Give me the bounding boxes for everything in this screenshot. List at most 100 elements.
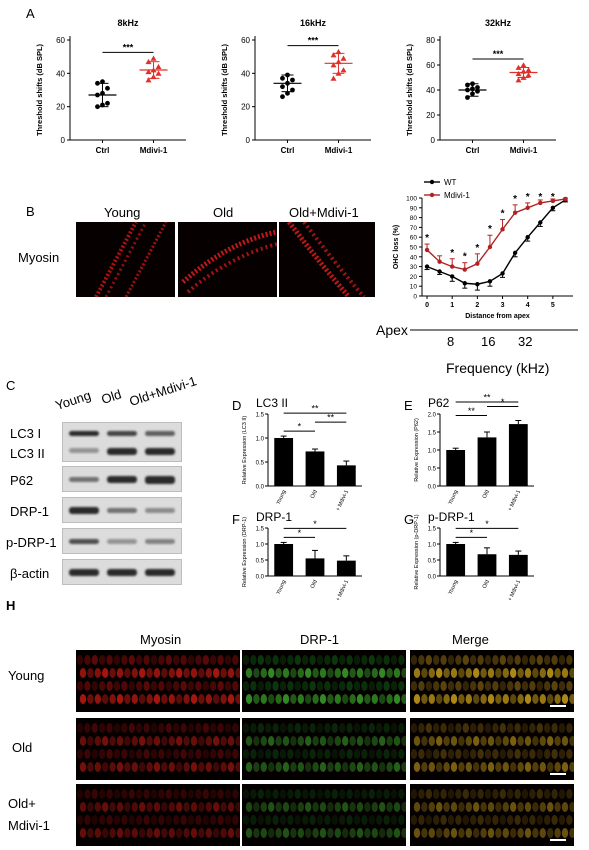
sig-label: * <box>538 192 542 203</box>
bar <box>508 554 528 576</box>
panel-letter-d: D <box>232 398 242 413</box>
sig-label: * <box>551 192 555 203</box>
bar <box>477 554 497 576</box>
legend-marker <box>429 192 435 198</box>
y-tick-label: 0.0 <box>256 485 265 491</box>
y-tick-label: 0 <box>413 294 417 301</box>
c-col-young: Young <box>53 387 93 413</box>
data-point <box>330 75 337 81</box>
data-point <box>450 264 455 269</box>
y-tick-label: 0 <box>61 136 66 145</box>
panel-letter-f: F <box>232 512 240 527</box>
x-tick-label: Old+ Mdivi-1 <box>332 579 351 600</box>
sig-label: * <box>313 519 317 529</box>
y-tick-label: 50 <box>410 245 418 252</box>
y-tick-label: 1.0 <box>256 543 265 549</box>
y-tick-label: 1.5 <box>428 527 437 533</box>
y-tick-label: 2.0 <box>428 413 437 419</box>
b-col-old: Old <box>213 205 234 220</box>
data-point <box>475 261 480 266</box>
c-row-drp1: DRP-1 <box>10 504 50 519</box>
panel-letter-g: G <box>404 512 415 527</box>
x-tick-label: Young <box>448 579 460 595</box>
y-tick-label: 70 <box>410 225 418 232</box>
legend-label: Mdivi-1 <box>444 191 470 200</box>
data-point <box>512 210 518 215</box>
sig-label: * <box>501 209 505 220</box>
y-tick-label: 60 <box>241 36 250 45</box>
x-tick-label: Ctrl <box>96 146 110 155</box>
x-tick-label: Old+ Mdivi-1 <box>504 489 523 510</box>
x-tick-label: 0 <box>425 302 429 309</box>
x-tick-label: Ctrl <box>466 146 480 155</box>
freq-tick-32: 32 <box>518 334 533 349</box>
data-point <box>424 264 430 269</box>
h-col-myosin: Myosin <box>140 632 182 647</box>
bar <box>336 560 356 576</box>
y-tick-label: 100 <box>406 196 417 203</box>
y-tick-label: 1.0 <box>428 449 437 455</box>
bar <box>336 465 356 486</box>
blot-bactin <box>62 559 182 585</box>
c-row-p62: P62 <box>10 473 34 488</box>
blot-pdrp1 <box>62 528 182 554</box>
x-tick-label: Ctrl <box>281 146 295 155</box>
x-tick-label: Mdivi-1 <box>325 146 353 155</box>
data-point <box>330 62 337 68</box>
c-row-lc3ii: LC3 II <box>10 446 45 461</box>
h-image-tile <box>410 650 574 712</box>
y-axis-label: Threshold shifts (dB SPL) <box>220 43 229 136</box>
panel-letter-h: H <box>6 598 16 613</box>
y-tick-label: 80 <box>410 215 418 222</box>
data-point <box>330 52 337 58</box>
h-col-drp1: DRP-1 <box>300 632 340 647</box>
data-point <box>150 55 157 61</box>
y-tick-label: 1.5 <box>428 431 437 437</box>
data-point <box>155 70 162 76</box>
y-tick-label: 0.5 <box>428 559 437 565</box>
b-image-old-mdivi <box>279 222 375 297</box>
c-row-bactin: β-actin <box>10 566 50 581</box>
blot-p62 <box>62 466 182 492</box>
y-tick-label: 1.5 <box>256 413 265 419</box>
y-tick-label: 40 <box>426 86 435 95</box>
chart-a2: 16kHz 0 20 40 60 Threshold shifts (dB SPL) Ctr… <box>220 18 371 155</box>
data-point <box>335 48 342 55</box>
chart-g: p-DRP-1 0.0 0.5 1.0 1.5 Relative Expression (… <box>414 510 534 600</box>
y-tick-label: 90 <box>410 205 418 212</box>
x-tick-label: 5 <box>551 302 555 309</box>
data-point <box>550 205 556 210</box>
bar <box>305 558 325 576</box>
y-tick-label: 0.5 <box>428 467 437 473</box>
blot-lc3 <box>62 422 182 462</box>
x-tick-label: Old <box>482 579 491 589</box>
sig-label: * <box>513 194 517 205</box>
bar <box>305 451 325 486</box>
chart-e: P62 0.0 0.5 1.0 1.5 2.0 Relative Expression (P… <box>414 394 534 510</box>
x-tick-label: 1 <box>450 302 454 309</box>
y-axis-label: Relative Expression (p-DRP-1) <box>414 514 420 589</box>
h-image-tile <box>76 784 240 846</box>
data-point <box>525 67 532 73</box>
x-tick-label: Young <box>276 489 288 505</box>
data-point <box>280 94 285 100</box>
y-axis-label: Threshold shifts (dB SPL) <box>405 43 414 136</box>
chart-b-line: 0 10 20 30 40 50 60 70 80 90 100 0 1 2 3 4 5 Distance fro… <box>393 178 573 320</box>
data-point <box>515 77 522 83</box>
x-tick-label: Old+ Mdivi-1 <box>332 489 351 510</box>
chart-title: 32kHz <box>485 18 512 28</box>
h-image-tile <box>76 650 240 712</box>
y-tick-label: 80 <box>426 36 435 45</box>
y-tick-label: 30 <box>410 264 418 271</box>
sig-label: *** <box>493 49 504 59</box>
data-point <box>550 198 556 204</box>
y-axis-label: OHC loss (%) <box>393 225 400 269</box>
data-point <box>475 85 480 90</box>
y-tick-label: 0.0 <box>428 575 437 581</box>
y-axis-label: Threshold shifts (dB SPL) <box>35 43 44 136</box>
freq-label: Frequency (kHz) <box>446 360 550 376</box>
data-point <box>145 77 152 83</box>
legend-marker <box>429 179 435 185</box>
h-image-tile <box>242 784 406 846</box>
data-point <box>424 247 430 253</box>
